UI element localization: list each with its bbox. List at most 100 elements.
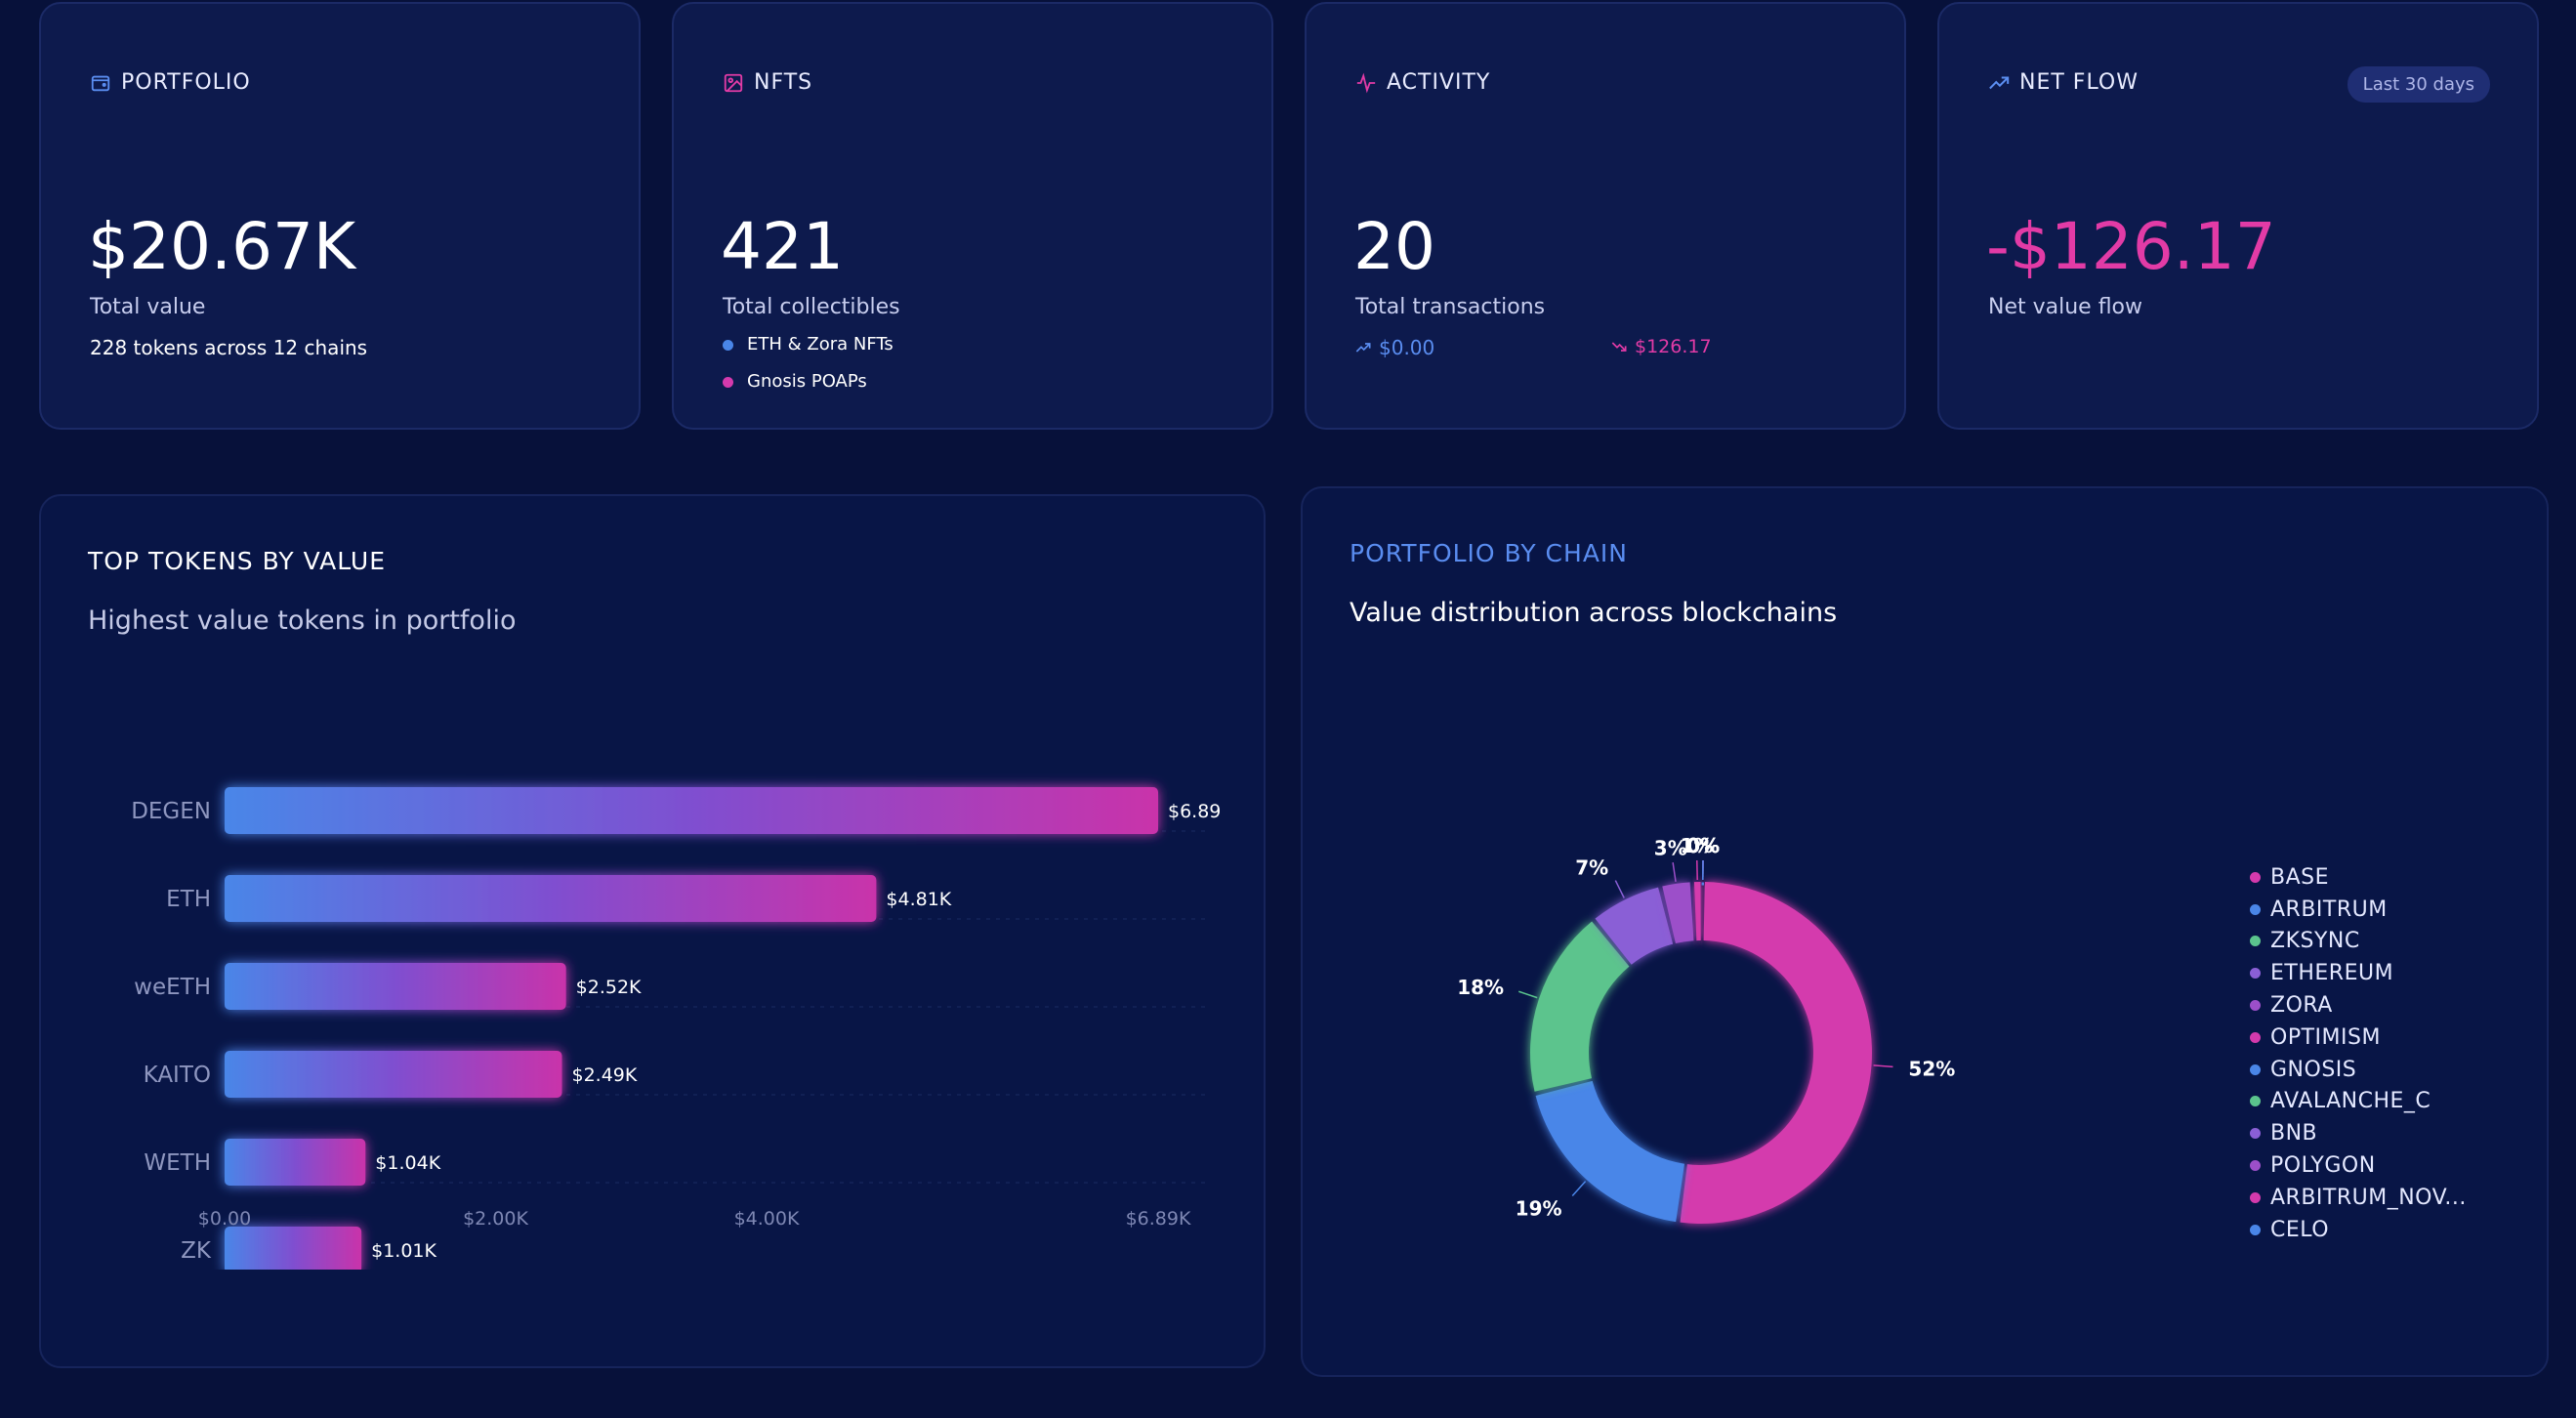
bar-value-label: $2.52K <box>576 977 642 998</box>
bar-value-label: $6.89K <box>1168 801 1221 822</box>
net-flow-label: Net value flow <box>1988 295 2143 319</box>
slice-value-label: 0% <box>1686 834 1720 857</box>
slice-value-label: 3% <box>1654 836 1687 859</box>
y-tick-label: weETH <box>134 975 211 1000</box>
legend-label: BNB <box>2270 1121 2318 1147</box>
legend-label: GNOSIS <box>2270 1057 2357 1082</box>
wallet-icon <box>91 75 110 91</box>
y-tick-label: WETH <box>144 1150 211 1176</box>
slice-zora[interactable] <box>1662 882 1694 943</box>
legend-item-zksync[interactable]: ZKSYNC <box>2250 926 2467 958</box>
activity-card-title: ACTIVITY <box>1355 70 1490 95</box>
leader-line <box>1518 990 1538 999</box>
x-tick-label: $2.00K <box>463 1208 528 1230</box>
net-flow-value: -$126.17 <box>1986 209 2276 284</box>
bar-value-label: $2.49K <box>571 1064 637 1086</box>
top-tokens-subtitle: Highest value tokens in portfolio <box>88 605 517 636</box>
nfts-card-title: NFTS <box>723 70 812 95</box>
net-flow-title-text: NET FLOW <box>2019 70 2139 95</box>
activity-value: 20 <box>1353 209 1435 284</box>
slice-arbitrum[interactable] <box>1535 1080 1685 1223</box>
bar-value-label: $1.01K <box>371 1240 436 1262</box>
bar-eth[interactable] <box>225 875 877 922</box>
slice-value-label: 0% <box>1686 834 1720 857</box>
activity-out: $126.17 <box>1611 336 1712 357</box>
portfolio-title-text: PORTFOLIO <box>121 70 251 95</box>
legend-dot <box>2250 1128 2261 1140</box>
date-range-badge[interactable]: Last 30 days <box>2347 66 2490 103</box>
leader-line <box>1614 880 1625 898</box>
legend-dot <box>2250 936 2261 947</box>
slice-value-label: 18% <box>1457 976 1504 999</box>
legend-dot <box>2250 968 2261 980</box>
legend-item-celo[interactable]: CELO <box>2250 1214 2467 1246</box>
legend-label: ETHEREUM <box>2270 961 2394 986</box>
legend-item-base[interactable]: BASE <box>2250 861 2467 894</box>
trending-down-icon <box>1611 342 1627 352</box>
legend-dot <box>2250 1160 2261 1172</box>
slice-zksync[interactable] <box>1530 921 1630 1092</box>
legend-dot <box>2250 871 2261 883</box>
slice-value-label: 0% <box>1686 834 1720 857</box>
activity-card: ACTIVITY 20 Total transactions $0.00 $12… <box>1305 2 1906 430</box>
legend-item-arbitrum[interactable]: ARBITRUM <box>2250 894 2467 926</box>
slice-value-label: 1% <box>1680 834 1713 857</box>
activity-in-value: $0.00 <box>1379 336 1435 359</box>
slice-value-label: 0% <box>1686 834 1720 857</box>
x-tick-label: $6.89K <box>1126 1208 1191 1230</box>
portfolio-sub: 228 tokens across 12 chains <box>90 336 368 359</box>
bar-zk[interactable] <box>225 1227 362 1270</box>
slice-value-label: 52% <box>1908 1057 1955 1080</box>
slice-ethereum[interactable] <box>1595 887 1674 965</box>
bar-value-label: $4.81K <box>886 889 951 910</box>
trending-up-icon <box>1355 343 1371 353</box>
bar-weeth[interactable] <box>225 963 566 1010</box>
legend-item-ethereum[interactable]: ETHEREUM <box>2250 957 2467 989</box>
legend-item-avalanche_c[interactable]: AVALANCHE_C <box>2250 1086 2467 1118</box>
pink-dot <box>723 376 733 388</box>
net-flow-card-title: NET FLOW <box>1988 70 2139 95</box>
x-tick-label: $4.00K <box>734 1208 800 1230</box>
legend-label: AVALANCHE_C <box>2270 1089 2431 1114</box>
chain-panel: PORTFOLIO BY CHAIN Value distribution ac… <box>1301 486 2549 1377</box>
legend-item-arbitrum_nov...[interactable]: ARBITRUM_NOV... <box>2250 1182 2467 1214</box>
bar-value-label: $1.04K <box>375 1152 440 1174</box>
legend-item-gnosis[interactable]: GNOSIS <box>2250 1054 2467 1086</box>
activity-label: Total transactions <box>1355 295 1546 319</box>
bar-degen[interactable] <box>225 787 1158 834</box>
slice-base[interactable] <box>1680 882 1872 1224</box>
portfolio-card: PORTFOLIO $20.67K Total value 228 tokens… <box>39 2 641 430</box>
y-tick-label: ZK <box>181 1238 212 1264</box>
legend-item-bnb[interactable]: BNB <box>2250 1117 2467 1149</box>
nfts-label: Total collectibles <box>723 295 900 319</box>
image-icon <box>724 73 743 92</box>
slice-value-label: 7% <box>1575 855 1608 879</box>
nfts-title-text: NFTS <box>754 70 813 95</box>
bar-weth[interactable] <box>225 1139 366 1186</box>
chain-legend: BASE ARBITRUM ZKSYNC ETHEREUM ZORA OPTIMISM GN… <box>2250 861 2467 1246</box>
legend-dot <box>2250 1031 2261 1043</box>
slice-value-label: 0% <box>1686 834 1720 857</box>
legend-dot <box>2250 1191 2261 1203</box>
legend-dot <box>2250 903 2261 915</box>
bar-kaito[interactable] <box>225 1051 562 1098</box>
nfts-item-label: ETH & Zora NFTs <box>747 334 893 354</box>
slice-value-label: 19% <box>1516 1196 1562 1220</box>
legend-label: ZORA <box>2270 993 2333 1019</box>
legend-item-zora[interactable]: ZORA <box>2250 989 2467 1022</box>
leader-line <box>1873 1064 1893 1068</box>
legend-label: ARBITRUM <box>2270 897 2388 922</box>
slice-value-label: 0% <box>1686 834 1720 857</box>
slice-optimism[interactable] <box>1693 882 1701 941</box>
portfolio-label: Total value <box>90 295 206 319</box>
top-tokens-bar-chart: DEGEN $6.89K ETH $4.81K weETH $2.52K KAITO $2.4… <box>131 787 1221 1270</box>
legend-label: BASE <box>2270 864 2330 890</box>
legend-label: ZKSYNC <box>2270 929 2360 954</box>
portfolio-value: $20.67K <box>88 209 356 284</box>
legend-item-polygon[interactable]: POLYGON <box>2250 1149 2467 1182</box>
legend-item-optimism[interactable]: OPTIMISM <box>2250 1022 2467 1054</box>
chain-donut-chart: 52%19%18%7%3%1%0%0%0%0%0%0% <box>1457 834 1955 1224</box>
legend-dot <box>2250 1096 2261 1107</box>
legend-dot <box>2250 1000 2261 1012</box>
activity-in: $0.00 <box>1355 336 1434 359</box>
